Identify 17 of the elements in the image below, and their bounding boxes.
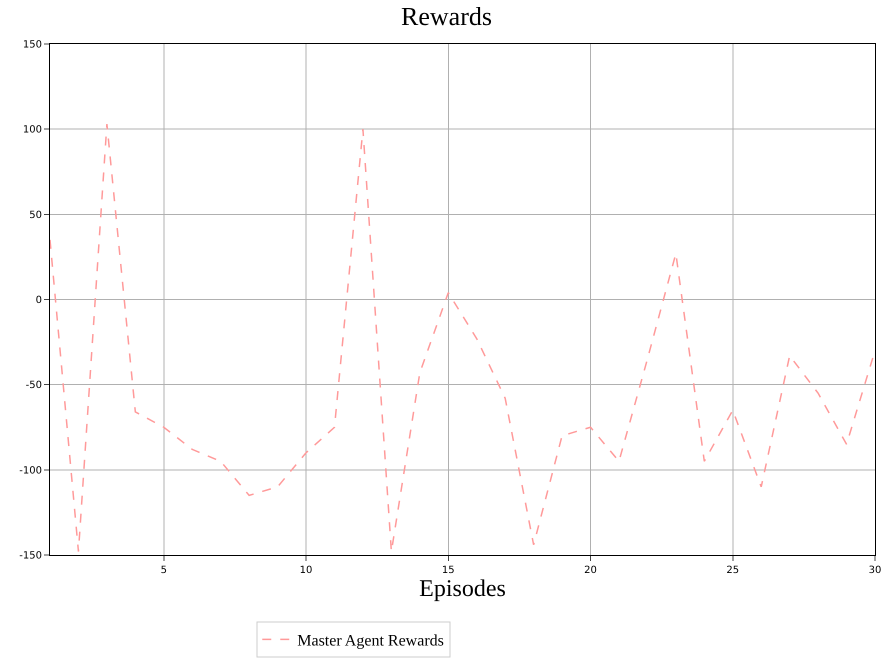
chart-title: Rewards <box>401 2 492 31</box>
y-tick-label: -100 <box>19 465 42 476</box>
x-tick-label: 10 <box>300 565 312 576</box>
y-tick-label: 50 <box>29 210 42 221</box>
x-tick-label: 25 <box>726 565 740 576</box>
x-tick-label: 20 <box>584 565 597 576</box>
x-tick-label: 15 <box>442 565 455 576</box>
y-tick-label: -150 <box>19 550 42 562</box>
y-tick-label: 100 <box>22 124 42 136</box>
y-tick-label: -50 <box>26 380 42 392</box>
legend-label: Master Agent Rewards <box>297 632 444 650</box>
x-tick-label: 5 <box>160 565 167 576</box>
y-tick-label: 150 <box>22 40 42 50</box>
y-tick-label: 0 <box>36 295 42 306</box>
x-tick-label: 30 <box>868 565 882 576</box>
x-axis-title: Episodes <box>419 576 506 602</box>
line-series <box>50 123 875 552</box>
